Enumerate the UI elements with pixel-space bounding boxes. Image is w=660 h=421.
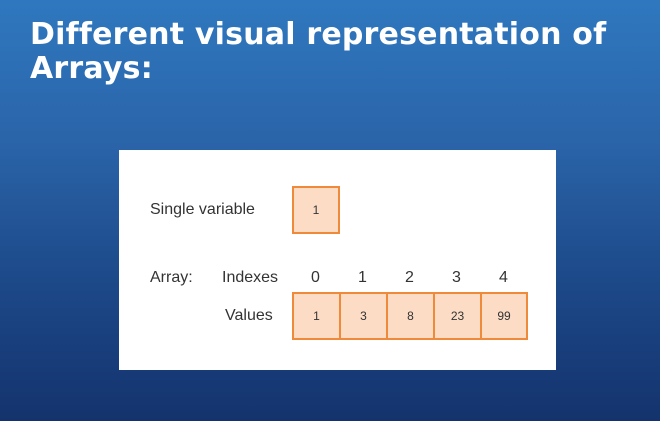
indexes-label: Indexes: [222, 269, 279, 286]
array-value-cell: 99: [480, 292, 528, 340]
array-value-cell: 1: [292, 292, 341, 340]
single-variable-label: Single variable: [150, 201, 255, 218]
array-value-cell: 3: [339, 292, 388, 340]
index-cell: 1: [358, 269, 367, 286]
array-label: Array:: [150, 269, 193, 286]
index-cell: 0: [311, 269, 320, 286]
array-value-cell: 23: [433, 292, 482, 340]
index-cell: 3: [452, 269, 461, 286]
values-label: Values: [225, 307, 273, 324]
slide-title: Different visual representation of Array…: [30, 17, 607, 86]
array-diagram: Single variable 1 Array: Indexes Values …: [119, 150, 556, 370]
single-variable-box: 1: [292, 186, 340, 234]
index-cell: 4: [499, 269, 508, 286]
index-cell: 2: [405, 269, 414, 286]
array-value-cell: 8: [386, 292, 435, 340]
